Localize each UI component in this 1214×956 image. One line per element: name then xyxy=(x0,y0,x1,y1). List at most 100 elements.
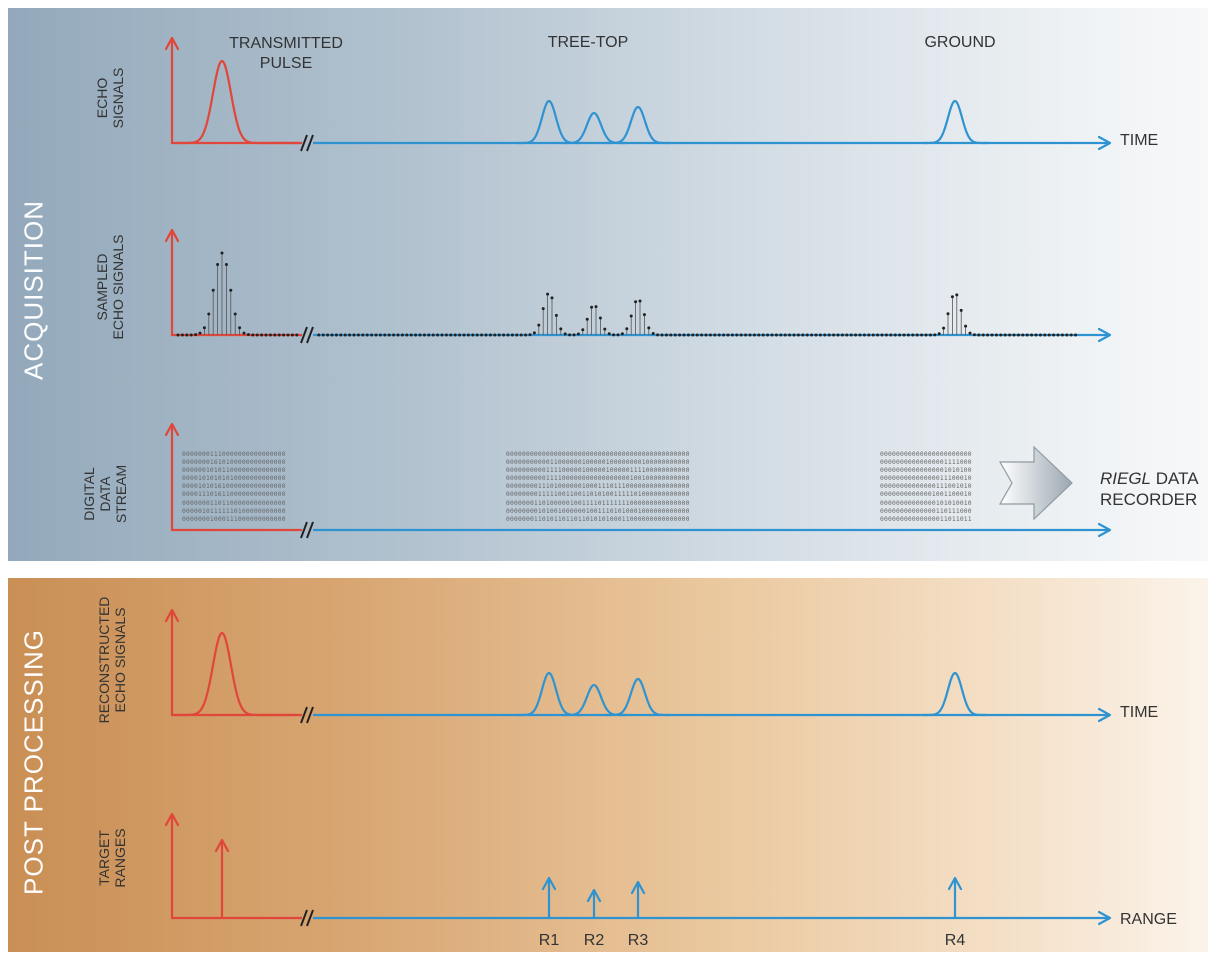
sample-point xyxy=(1038,333,1042,337)
sample-point xyxy=(598,316,602,320)
sample-point xyxy=(774,333,778,337)
sample-point xyxy=(343,333,347,337)
sample-point xyxy=(471,333,475,337)
data-stream-block-treetop: 0000000000000000000000000000000000000000… xyxy=(506,451,690,523)
sample-point xyxy=(889,333,893,337)
sample-point xyxy=(321,333,325,337)
time-axis-label-reconstructed: TIME xyxy=(1120,704,1159,721)
sample-point xyxy=(893,333,897,337)
sample-point xyxy=(383,333,387,337)
sample-point xyxy=(840,333,844,337)
sample-point xyxy=(933,333,937,337)
recorder-word: RECORDER xyxy=(1100,490,1198,509)
sample-point xyxy=(911,333,915,337)
sample-point xyxy=(717,333,721,337)
sample-point xyxy=(766,333,770,337)
sample-point xyxy=(493,333,497,337)
data-stream-block-ground: 00000000000000000000000 0000000000000000… xyxy=(880,451,972,523)
sample-point xyxy=(981,333,985,337)
sample-point xyxy=(330,333,334,337)
sample-point xyxy=(1069,333,1073,337)
sample-point xyxy=(409,333,413,337)
data-arrow-icon xyxy=(998,445,1073,521)
sample-point xyxy=(884,333,888,337)
sample-point xyxy=(480,333,484,337)
sample-point xyxy=(537,323,541,327)
sample-point xyxy=(392,333,396,337)
echo-row-arrow-right-icon xyxy=(1097,135,1112,151)
sample-point xyxy=(1025,333,1029,337)
sample-point xyxy=(436,333,440,337)
sample-point xyxy=(444,333,448,337)
sample-point xyxy=(361,333,365,337)
sample-point xyxy=(453,333,457,337)
sample-point xyxy=(739,333,743,337)
sample-point xyxy=(906,333,910,337)
sample-point xyxy=(999,333,1003,337)
sample-point xyxy=(726,333,730,337)
data-recorder-label: RIEGL DATA RECORDER xyxy=(1100,468,1199,510)
sample-point xyxy=(387,333,391,337)
sample-point xyxy=(968,331,972,335)
sample-point xyxy=(260,333,264,337)
sample-point xyxy=(590,305,594,309)
sample-point xyxy=(268,333,272,337)
sample-point xyxy=(673,333,677,337)
sample-point xyxy=(858,333,862,337)
sample-point xyxy=(1047,333,1051,337)
sample-point xyxy=(427,333,431,337)
sample-point xyxy=(554,313,558,317)
sample-point xyxy=(871,333,875,337)
sample-point xyxy=(638,299,642,303)
sample-point xyxy=(792,333,796,337)
sample-point xyxy=(664,333,668,337)
sample-point xyxy=(994,333,998,337)
sample-point xyxy=(220,251,224,255)
sample-point xyxy=(431,333,435,337)
sample-point xyxy=(880,333,884,337)
sample-point xyxy=(405,333,409,337)
reconstructed-row-axis-break-icon-2 xyxy=(306,706,314,724)
data-stream-block-pulse: 00000001110000000000000000 0000000161010… xyxy=(182,451,286,523)
reconstructed-row-axis-break-icon xyxy=(300,706,308,724)
sample-point xyxy=(902,333,906,337)
sample-point xyxy=(488,333,492,337)
range-label-r2: R2 xyxy=(583,932,605,949)
sample-point xyxy=(770,333,774,337)
range-axis-label: RANGE xyxy=(1120,911,1177,928)
sample-point xyxy=(686,333,690,337)
reconstructed-transmitted-pulse-curve xyxy=(176,631,298,717)
sample-point xyxy=(1030,333,1034,337)
sample-point xyxy=(634,300,638,304)
echo-row-axis-break-icon-2 xyxy=(306,134,314,152)
sampled-row-axis-break-icon-2 xyxy=(306,326,314,344)
sample-point xyxy=(788,333,792,337)
sample-point xyxy=(937,332,941,336)
sample-point xyxy=(924,333,928,337)
sample-point xyxy=(194,333,198,337)
sample-point xyxy=(990,333,994,337)
sample-point xyxy=(682,333,686,337)
echo-pulse-4 xyxy=(923,99,987,145)
range-label-r4: R4 xyxy=(944,932,966,949)
sample-point xyxy=(1052,333,1056,337)
sample-point xyxy=(748,333,752,337)
sample-point xyxy=(898,333,902,337)
sample-point xyxy=(823,333,827,337)
sample-point xyxy=(414,333,418,337)
sample-point xyxy=(1060,333,1064,337)
digital-row-axis-break-icon xyxy=(300,521,308,539)
sample-point xyxy=(730,333,734,337)
sample-point xyxy=(572,333,576,337)
sample-point xyxy=(216,263,220,267)
sampled-row-arrow-right-icon xyxy=(1097,327,1112,343)
sample-point xyxy=(704,333,708,337)
sample-point xyxy=(620,332,624,336)
reconstructed-echo-pulse-2 xyxy=(562,683,626,717)
range-label-r3: R3 xyxy=(627,932,649,949)
sample-point xyxy=(449,333,453,337)
sample-point xyxy=(735,333,739,337)
sample-point xyxy=(475,333,479,337)
sample-point xyxy=(528,333,532,337)
echo-row-y-axis-arrow-icon xyxy=(164,36,180,51)
